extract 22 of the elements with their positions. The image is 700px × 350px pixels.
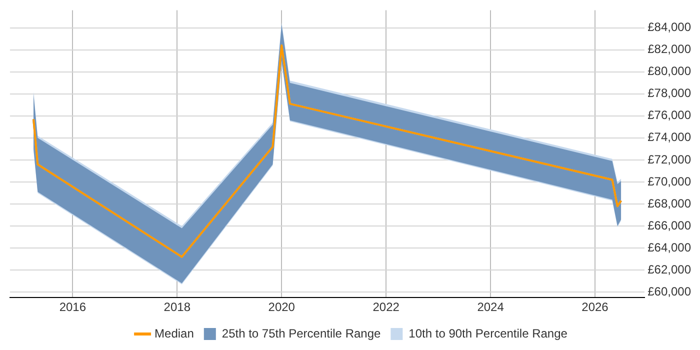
y-tick-label: £70,000 [648, 174, 692, 188]
legend-label: 25th to 75th Percentile Range [222, 326, 382, 340]
y-tick-label: £62,000 [648, 262, 692, 276]
y-tick-label: £68,000 [648, 196, 692, 210]
y-tick-label: £74,000 [648, 130, 692, 144]
x-tick-label: 2020 [268, 300, 296, 314]
y-tick-label: £84,000 [648, 20, 692, 34]
y-tick-label: £64,000 [648, 240, 692, 254]
y-tick-label: £60,000 [648, 284, 692, 298]
y-tick-label: £78,000 [648, 86, 692, 100]
x-tick-label: 2024 [477, 300, 504, 314]
legend-label: 10th to 90th Percentile Range [408, 326, 568, 340]
y-tick-label: £72,000 [648, 152, 692, 166]
legend-label: Median [154, 326, 194, 340]
y-tick-label: £66,000 [648, 218, 692, 232]
x-tick-label: 2022 [372, 300, 400, 314]
y-tick-label: £76,000 [648, 108, 692, 122]
x-tick-label: 2026 [582, 300, 609, 314]
y-tick-label: £82,000 [648, 42, 692, 56]
x-tick-label: 2018 [164, 300, 191, 314]
x-tick-label: 2016 [59, 300, 86, 314]
y-tick-label: £80,000 [648, 64, 692, 78]
